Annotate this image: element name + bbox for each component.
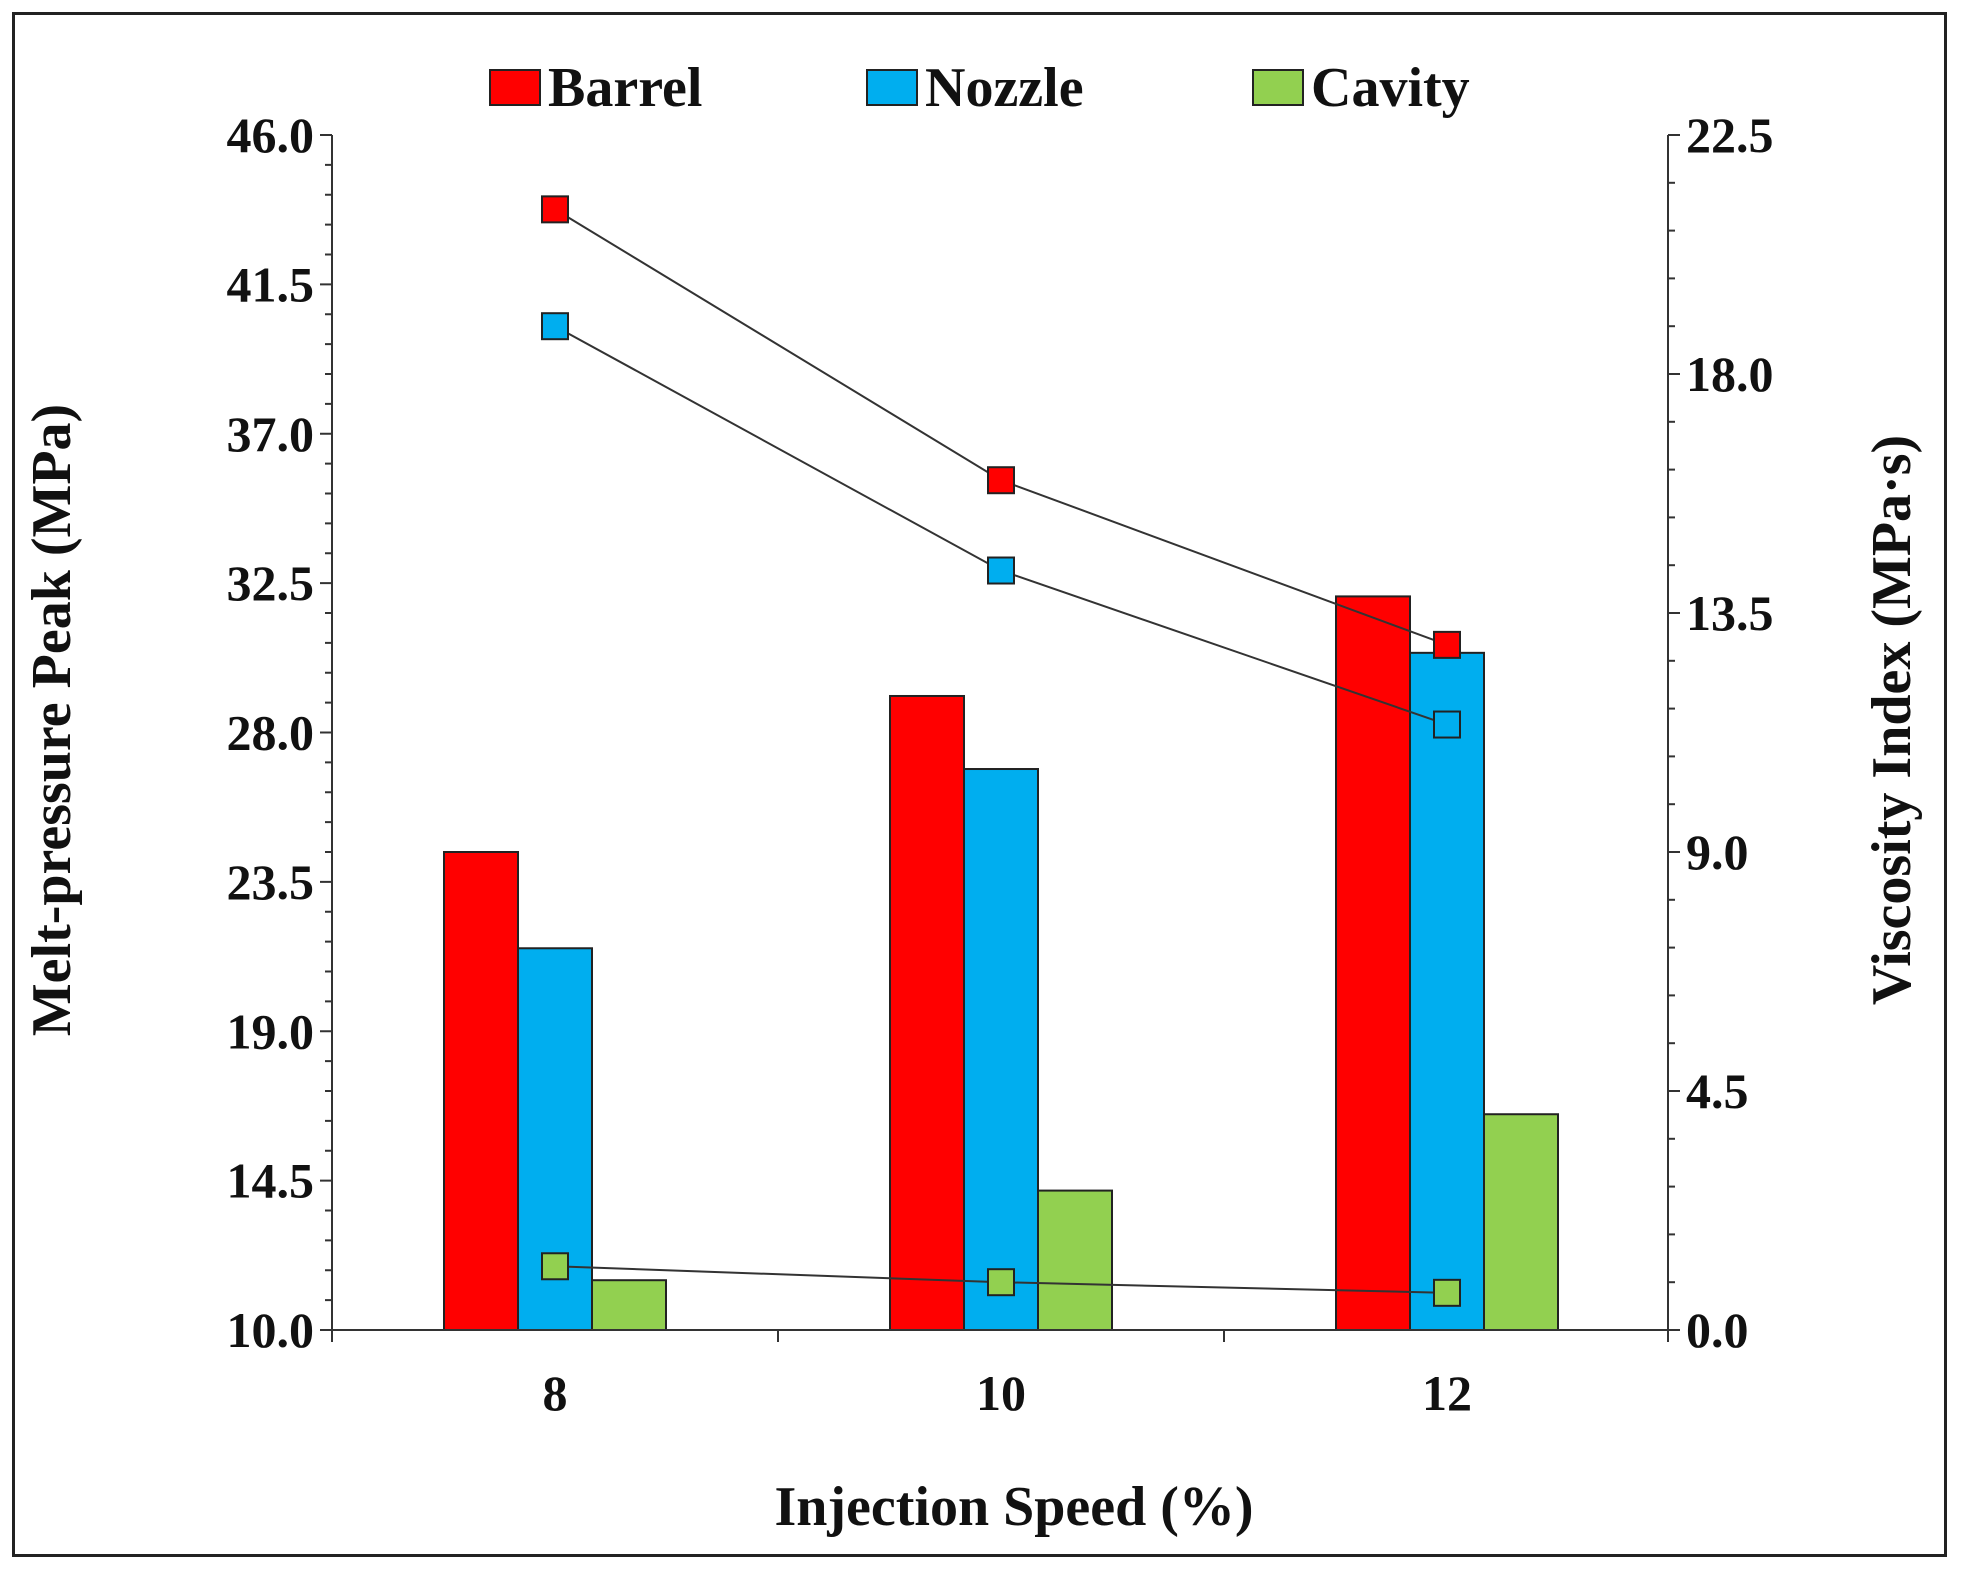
right-tick-label: 22.5 [1686,107,1774,163]
legend-swatch-cavity [1252,69,1304,106]
right-y-axis-title: Viscosity Index (MPa·s) [1861,435,1923,1005]
left-tick-label: 41.5 [227,256,315,312]
x-tick-label: 8 [543,1365,568,1421]
bar-barrel-12 [1335,595,1411,1331]
left-tick-label: 14.5 [227,1153,315,1209]
left-tick-label: 10.0 [227,1302,315,1358]
legend-swatch-barrel [489,69,541,106]
viscosity-marker-cavity-8 [541,1252,569,1281]
right-tick-label: 0.0 [1686,1302,1749,1358]
legend-label-barrel: Barrel [548,57,702,119]
legend-label-nozzle: Nozzle [925,57,1084,119]
bar-nozzle-10 [963,768,1039,1331]
right-tick-label: 18.0 [1686,346,1774,402]
left-tick-label: 28.0 [227,705,315,761]
right-tick-label: 13.5 [1686,585,1774,641]
viscosity-marker-barrel-12 [1433,630,1461,659]
viscosity-marker-cavity-12 [1433,1278,1461,1307]
bar-nozzle-12 [1409,651,1485,1331]
bars-layer [443,595,1559,1332]
bar-cavity-12 [1483,1113,1559,1331]
viscosity-line-nozzle [554,325,1448,726]
left-tick-label: 46.0 [227,107,315,163]
viscosity-marker-nozzle-12 [1433,710,1461,739]
bar-barrel-10 [889,694,965,1331]
left-tick-label: 37.0 [227,406,315,462]
left-tick-label: 23.5 [227,854,315,910]
legend: Barrel Nozzle Cavity [489,57,1470,119]
viscosity-marker-barrel-10 [987,466,1015,495]
viscosity-marker-nozzle-8 [541,312,569,341]
viscosity-lines-layer [541,195,1461,1307]
viscosity-marker-nozzle-10 [987,556,1015,585]
legend-label-cavity: Cavity [1311,57,1470,119]
right-tick-label: 4.5 [1686,1063,1749,1119]
x-tick-label: 10 [976,1365,1026,1421]
bar-cavity-10 [1037,1189,1113,1332]
bar-cavity-8 [591,1279,667,1332]
right-tick-label: 9.0 [1686,824,1749,880]
x-axis-title: Injection Speed (%) [774,1476,1253,1538]
bar-barrel-8 [443,851,519,1331]
legend-swatch-nozzle [866,69,918,106]
viscosity-marker-barrel-8 [541,195,569,224]
ticks-layer: 10.0 14.5 19.0 23.5 28.0 32.5 37.0 41.5 46.0 0.0 4… [227,107,1774,1421]
left-y-axis-title: Melt-pressure Peak (MPa) [21,404,83,1036]
viscosity-marker-cavity-10 [987,1268,1015,1297]
left-tick-label: 19.0 [227,1003,315,1059]
x-tick-label: 12 [1422,1365,1472,1421]
left-tick-label: 32.5 [227,555,315,611]
